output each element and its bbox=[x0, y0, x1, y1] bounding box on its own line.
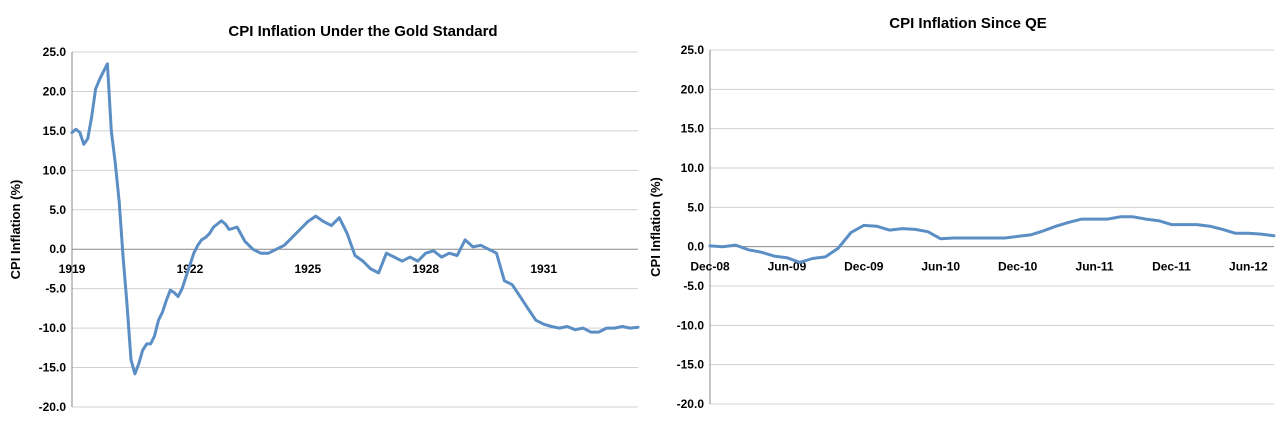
gold-chart-y-tick-label: -15.0 bbox=[39, 361, 67, 375]
qe-chart-series-line bbox=[708, 215, 1276, 264]
gold-chart-y-tick-label: -20.0 bbox=[39, 400, 67, 414]
qe-chart-title: CPI Inflation Since QE bbox=[889, 15, 1047, 32]
gold-chart-y-tick-label: 20.0 bbox=[43, 84, 67, 98]
qe-chart-x-tick-label: Dec-11 bbox=[1152, 260, 1191, 274]
gold-chart-y-tick-label: -5.0 bbox=[45, 282, 66, 296]
gold-chart-y-tick-label: 0.0 bbox=[49, 242, 66, 256]
chart-gold-standard: CPI Inflation Under the Gold Standard 25.… bbox=[8, 23, 640, 414]
gold-chart-x-tick-label: 1931 bbox=[530, 262, 557, 276]
gold-chart-y-tick-label: 5.0 bbox=[49, 203, 66, 217]
gold-chart-y-tick-label: 10.0 bbox=[43, 163, 67, 177]
qe-chart-y-axis-label: CPI Inflation (%) bbox=[648, 177, 663, 277]
qe-chart-y-tick-label: 0.0 bbox=[687, 240, 704, 254]
qe-chart-x-tick-label: Jun-10 bbox=[921, 260, 960, 274]
chart-since-qe: CPI Inflation Since QE 25.0 20.0 15.0 10.0 5.… bbox=[640, 0, 1280, 435]
qe-chart-x-tick-label: Dec-09 bbox=[844, 260, 884, 274]
gold-chart-y-tick-label: 25.0 bbox=[43, 45, 67, 59]
gold-chart-series-line bbox=[70, 62, 640, 376]
qe-chart-y-tick-label: 20.0 bbox=[681, 82, 705, 96]
qe-chart-y-tick-label: 25.0 bbox=[681, 43, 705, 57]
qe-chart-y-tick-label: 5.0 bbox=[687, 200, 704, 214]
gold-chart-y-tick-label: -10.0 bbox=[39, 321, 67, 335]
qe-chart-x-tick-label: Dec-10 bbox=[998, 260, 1038, 274]
gold-chart-y-tick-label: 15.0 bbox=[43, 124, 67, 138]
gold-chart-y-axis-label: CPI Inflation (%) bbox=[8, 180, 23, 280]
gold-chart-x-tick-label: 1925 bbox=[294, 262, 321, 276]
qe-chart-x-tick-label: Dec-08 bbox=[690, 260, 730, 274]
qe-chart-x-tick-label: Jun-12 bbox=[1229, 260, 1268, 274]
qe-chart-y-tick-label: 10.0 bbox=[681, 161, 705, 175]
chart-since-qe-svg: CPI Inflation Since QE 25.0 20.0 15.0 10.0 5.… bbox=[648, 15, 1276, 411]
qe-chart-y-tick-label: 15.0 bbox=[681, 122, 705, 136]
gold-chart-x-tick-label: 1919 bbox=[59, 262, 86, 276]
qe-chart-y-tick-label: -15.0 bbox=[677, 358, 705, 372]
qe-chart-y-tick-label: -5.0 bbox=[683, 279, 704, 293]
qe-chart-x-tick-label: Jun-09 bbox=[768, 260, 807, 274]
qe-chart-x-tick-label: Jun-11 bbox=[1076, 260, 1114, 274]
gold-chart-title: CPI Inflation Under the Gold Standard bbox=[228, 23, 497, 40]
qe-chart-y-tick-label: -10.0 bbox=[677, 318, 705, 332]
chart-gold-standard-svg: CPI Inflation Under the Gold Standard 25.… bbox=[8, 23, 640, 414]
qe-chart-y-tick-label: -20.0 bbox=[677, 397, 705, 411]
gold-chart-x-tick-label: 1928 bbox=[412, 262, 439, 276]
